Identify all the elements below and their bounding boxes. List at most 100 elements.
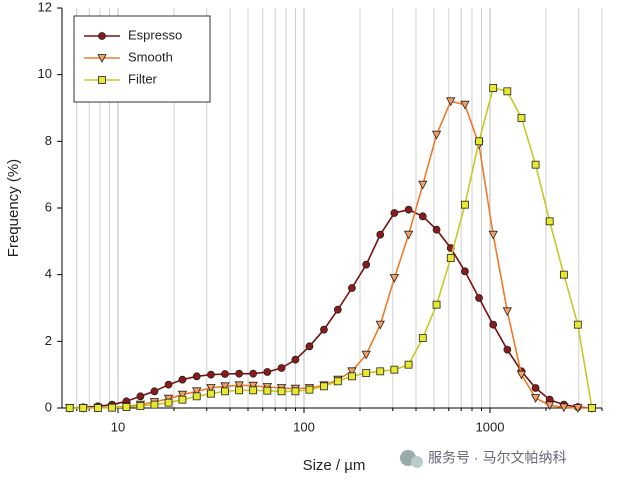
marker [291, 355, 300, 364]
marker [136, 392, 145, 401]
marker [65, 404, 74, 412]
legend-label: Smooth [128, 49, 173, 64]
marker [432, 300, 441, 309]
marker [559, 270, 568, 279]
marker [446, 97, 456, 107]
marker [206, 384, 216, 393]
marker [545, 217, 554, 226]
y-tick-label: 8 [45, 133, 52, 148]
marker [531, 384, 540, 392]
x-tick-label: 10 [111, 419, 125, 434]
marker [461, 200, 469, 209]
marker [207, 389, 215, 398]
marker [460, 100, 470, 110]
marker [545, 401, 555, 411]
marker [320, 325, 328, 334]
marker [362, 260, 371, 269]
marker [348, 284, 356, 292]
marker [573, 404, 583, 413]
marker [588, 404, 596, 412]
marker [249, 369, 258, 378]
marker [348, 372, 356, 381]
marker [376, 230, 385, 239]
marker [150, 387, 159, 396]
marker [291, 387, 300, 396]
marker [503, 345, 512, 354]
watermark: 服务号 · 马尔文帕纳科 [400, 450, 566, 468]
marker [249, 386, 258, 395]
marker [235, 386, 244, 395]
marker [488, 230, 498, 240]
marker [263, 386, 272, 395]
marker [347, 367, 357, 377]
y-tick-label: 6 [45, 199, 52, 214]
marker [177, 390, 188, 400]
marker [108, 403, 117, 412]
marker [489, 84, 498, 92]
marker [475, 137, 483, 146]
series-line [69, 208, 592, 409]
legend-marker [98, 32, 106, 40]
marker [531, 160, 540, 169]
marker [235, 369, 244, 378]
y-tick-label: 2 [45, 333, 52, 348]
series-line [69, 100, 592, 409]
marker [376, 367, 385, 376]
marker [559, 403, 569, 413]
marker [192, 372, 201, 381]
marker [178, 395, 187, 404]
legend-marker [98, 76, 106, 84]
marker [305, 342, 314, 351]
marker [573, 320, 582, 329]
marker [461, 267, 469, 276]
marker [404, 360, 413, 369]
marker [390, 365, 399, 374]
marker [489, 320, 498, 329]
marker [390, 209, 399, 217]
marker [136, 402, 145, 410]
marker [502, 307, 512, 317]
marker [79, 404, 88, 412]
marker [389, 274, 400, 283]
legend-box [73, 15, 211, 103]
y-axis-label: Frequency (%) [5, 159, 22, 257]
marker [122, 403, 131, 411]
marker [362, 369, 371, 377]
marker [361, 350, 371, 360]
x-tick-label: 100 [293, 419, 315, 434]
y-tick-label: 12 [38, 0, 52, 14]
marker [431, 130, 442, 140]
marker [150, 400, 159, 409]
marker [403, 230, 414, 240]
marker [475, 294, 483, 302]
marker [333, 377, 342, 386]
marker [418, 180, 428, 190]
marker [503, 87, 512, 96]
marker [220, 382, 230, 392]
marker [94, 404, 102, 412]
y-tick-label: 4 [45, 266, 52, 281]
marker [375, 320, 385, 330]
marker [516, 370, 527, 380]
legend-label: Espresso [128, 27, 182, 42]
marker [164, 398, 173, 407]
marker [248, 381, 258, 391]
marker [277, 387, 286, 396]
marker [446, 254, 455, 262]
marker [192, 387, 202, 397]
marker [432, 225, 441, 234]
marker [333, 305, 342, 314]
marker [320, 382, 328, 391]
marker [192, 392, 201, 401]
marker [221, 370, 229, 378]
marker [221, 387, 229, 396]
marker [164, 380, 173, 389]
marker [178, 375, 187, 384]
marker [277, 364, 286, 372]
marker [207, 370, 215, 379]
marker [418, 334, 427, 342]
legend: Espresso Smooth Filter [73, 15, 211, 103]
x-tick-label: 1000 [476, 419, 505, 434]
marker [305, 385, 314, 394]
